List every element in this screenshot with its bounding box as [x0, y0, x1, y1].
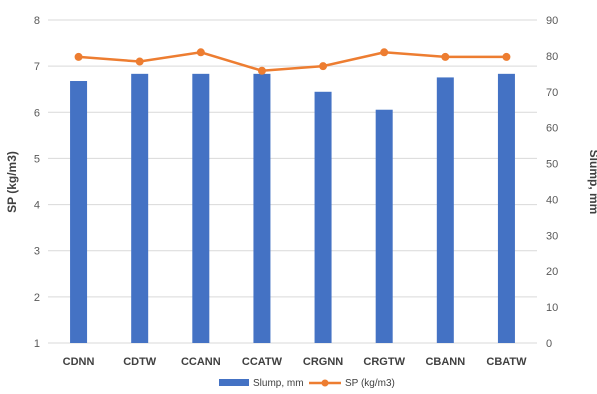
category-axis-labels: CDNN CDTW CCANN CCATW CRGNN CRGTW CBANN CBATW — [63, 356, 527, 368]
category-label: CRGNN — [303, 356, 343, 368]
bar — [314, 91, 332, 344]
right-axis-title: Slump, mm — [587, 150, 597, 215]
left-axis-title: SP (kg/m3) — [5, 151, 19, 213]
sp-point — [196, 48, 205, 57]
bar — [253, 73, 271, 343]
right-tick-label: 70 — [546, 87, 558, 99]
sp-point — [502, 52, 511, 61]
category-label: CCANN — [181, 356, 221, 368]
category-label: CBANN — [425, 356, 465, 368]
sp-point — [74, 52, 83, 61]
bar — [497, 73, 515, 343]
right-tick-label: 90 — [546, 15, 558, 27]
sp-point — [257, 66, 266, 75]
right-tick-label: 40 — [546, 194, 558, 206]
category-label: CBATW — [486, 356, 527, 368]
left-tick-label: 8 — [34, 15, 40, 27]
category-label: CDTW — [123, 356, 157, 368]
left-tick-label: 2 — [34, 292, 40, 304]
sp-point — [380, 48, 389, 57]
legend-swatch-slump — [219, 379, 249, 386]
sp-point — [319, 62, 328, 71]
right-tick-label: 80 — [546, 51, 558, 63]
bar — [70, 81, 88, 343]
left-tick-label: 3 — [34, 246, 40, 258]
right-tick-label: 60 — [546, 123, 558, 135]
legend-label-sp: SP (kg/m3) — [345, 378, 395, 389]
sp-point — [135, 57, 144, 66]
right-tick-label: 30 — [546, 230, 558, 242]
right-tick-label: 20 — [546, 266, 558, 278]
legend: Slump, mm SP (kg/m3) — [219, 378, 395, 389]
category-label: CCATW — [242, 356, 283, 368]
category-label: CRGTW — [363, 356, 405, 368]
bar — [192, 73, 210, 343]
right-tick-label: 0 — [546, 338, 552, 350]
bar — [436, 77, 454, 343]
left-tick-label: 1 — [34, 338, 40, 350]
right-tick-label: 50 — [546, 159, 558, 171]
bar-series-slump — [70, 73, 515, 344]
line-series-sp — [74, 48, 511, 75]
legend-label-slump: Slump, mm — [253, 378, 304, 389]
left-axis-ticks: 1 2 3 4 5 6 7 8 — [34, 15, 40, 350]
sp-line — [78, 51, 507, 73]
bar — [131, 73, 149, 343]
right-axis-ticks: 0 10 20 30 40 50 60 70 80 90 — [546, 15, 558, 350]
bar — [375, 109, 393, 343]
category-label: CDNN — [63, 356, 95, 368]
left-tick-label: 7 — [34, 61, 40, 73]
left-tick-label: 6 — [34, 107, 40, 119]
sp-point — [441, 52, 450, 61]
legend-swatch-sp-marker — [321, 379, 329, 387]
left-tick-label: 4 — [34, 200, 40, 212]
right-tick-label: 10 — [546, 302, 558, 314]
left-tick-label: 5 — [34, 153, 40, 165]
gridlines — [48, 19, 537, 344]
